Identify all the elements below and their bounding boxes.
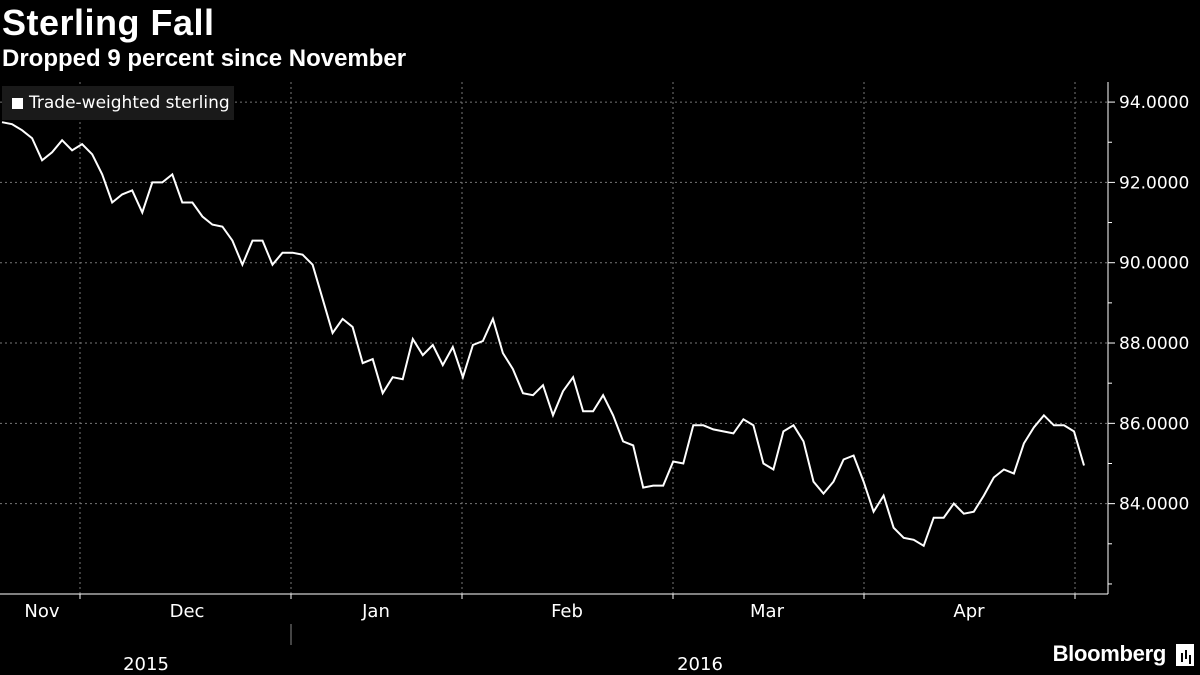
bloomberg-logo: Bloomberg [1052, 641, 1167, 666]
y-tick-label: 94.0000 [1119, 93, 1189, 113]
x-year-label-2015: 2015 [123, 654, 169, 675]
legend-label: Trade-weighted sterling [29, 93, 230, 113]
chart-title: Sterling Fall [2, 2, 215, 43]
x-tick-label-dec: Dec [170, 601, 205, 622]
y-tick-label: 92.0000 [1119, 173, 1189, 193]
x-year-label-2016: 2016 [677, 654, 723, 675]
x-tick-label-mar: Mar [750, 601, 785, 622]
legend: Trade-weighted sterling [2, 86, 234, 120]
x-tick-label-jan: Jan [361, 601, 390, 622]
y-tick-label: 86.0000 [1119, 414, 1189, 434]
series-line-trade-weighted-sterling [1, 121, 1085, 548]
x-tick-label-apr: Apr [953, 601, 985, 622]
x-tick-label-feb: Feb [551, 601, 583, 622]
x-tick-label-nov: Nov [24, 601, 59, 622]
chart-subtitle: Dropped 9 percent since November [2, 45, 407, 72]
y-tick-label: 90.0000 [1119, 254, 1189, 274]
y-tick-label: 88.0000 [1119, 334, 1189, 354]
bloomberg-chart-icon [1176, 644, 1194, 666]
y-tick-label: 84.0000 [1119, 495, 1189, 515]
legend-swatch [12, 98, 23, 109]
